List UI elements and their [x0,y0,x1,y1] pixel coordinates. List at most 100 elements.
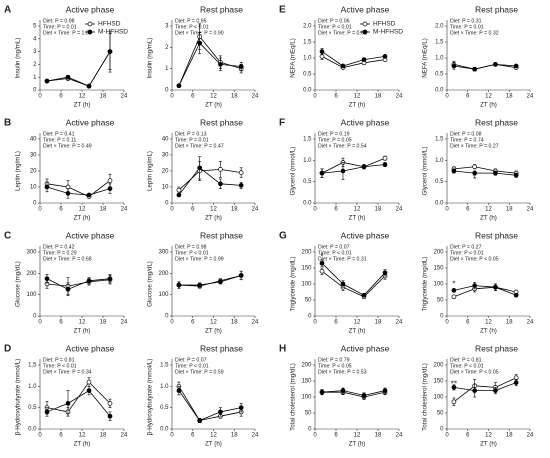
stat-text: Diet: P = 0.98 [175,244,207,250]
stat-text: Time: P = 0.01 [175,137,209,143]
panel-label: G [279,231,287,242]
y-tick-label: 0.5 [435,72,444,78]
x-tick-label: 18 [375,320,382,326]
panel-label: D [4,344,11,355]
x-tick-label: 12 [210,94,217,100]
stat-text: Diet: P = 0.41 [43,131,75,137]
data-point [472,66,478,72]
x-tick-label: 6 [59,433,63,439]
data-point [44,184,50,190]
x-tick-label: 18 [375,207,382,213]
data-point [86,379,92,385]
x-tick-label: 24 [396,320,403,326]
stat-text: Diet: P = 0.42 [43,244,75,250]
y-tick-label: 0.0 [435,88,444,94]
y-axis-label: Glucose (mg/dL) [15,261,22,307]
chart-title: Rest phase [475,4,518,14]
x-tick-label: 0 [170,433,174,439]
y-axis-label: Total cholesterol (mg/dL) [422,363,429,431]
series-line [46,278,111,290]
data-point [107,186,113,191]
y-tick-label: 100 [301,395,312,401]
y-tick-label: 150 [301,379,312,385]
x-tick-label: 6 [334,433,338,439]
legend-label: HFHSD [98,21,121,28]
y-tick-label: 0.0 [160,427,169,433]
data-point [176,192,182,198]
y-tick-label: 0 [440,314,444,320]
series-line [178,275,242,286]
series-line [321,270,386,298]
y-tick-label: 0 [165,314,169,320]
data-point [197,165,203,171]
data-point [107,276,113,282]
series-line [321,390,386,396]
data-point [382,155,388,161]
data-point [340,63,346,69]
data-point [65,401,71,406]
y-tick-label: 1 [33,75,37,81]
data-point [107,413,113,419]
data-point [197,282,203,288]
y-tick-label: 150 [433,379,444,385]
stat-text: Diet × Time: P = 0.59 [175,369,224,375]
panel-label: H [279,344,286,355]
stat-text: Diet: P = 0.81 [450,357,482,363]
y-tick-label: 3 [165,24,169,30]
data-point [382,270,388,276]
y-tick-label: 200 [433,250,444,256]
y-axis-label: Glucose (mg/dL) [147,261,154,307]
data-point [382,388,388,393]
y-tick-label: 40 [30,137,37,143]
x-tick-label: 12 [79,320,86,326]
y-tick-label: 50 [305,411,312,417]
x-axis-label: ZT (h) [74,441,91,448]
y-tick-label: 1.0 [435,56,444,62]
data-point [361,57,367,62]
y-tick-label: 0 [33,314,37,320]
series-line [178,390,242,421]
data-point [86,388,92,393]
x-tick-label: 12 [485,94,492,100]
y-tick-label: 1.0 [435,158,444,164]
data-point [238,170,244,175]
x-tick-label: 0 [445,94,449,100]
y-tick-label: 3 [33,49,37,55]
stat-text: Diet: P = 0.27 [450,244,482,250]
x-tick-label: 24 [121,320,128,326]
y-tick-label: 2.0 [303,24,312,30]
y-tick-label: 100 [26,292,37,298]
series-line [46,279,111,287]
data-point [176,388,182,393]
data-point [65,191,71,196]
x-tick-label: 0 [313,207,317,213]
y-tick-label: 0.5 [435,179,444,185]
series-line [46,186,111,196]
y-tick-label: 0 [165,88,169,94]
x-tick-label: 0 [38,433,42,439]
stat-text: Time: P = 0.29 [43,250,77,256]
stat-text: Diet × Time: P = 0.31 [318,256,367,262]
stat-text: Diet: P = 0.79 [318,357,350,363]
data-point [493,170,498,176]
series-line [453,382,517,391]
y-tick-label: 150 [301,266,312,272]
y-tick-label: 20 [162,169,169,175]
stat-text: Diet × Time: P = 0.34 [43,369,92,375]
chart-title: Active phase [341,230,390,240]
data-point [451,399,457,405]
x-tick-label: 18 [100,320,107,326]
x-tick-label: 18 [506,320,513,326]
stat-text: Diet × Time: P = 0.82 [318,30,367,36]
y-tick-label: 5 [33,24,37,30]
y-tick-label: 1.0 [28,384,37,390]
stat-text: Diet × Time: P = 0.32 [450,30,499,36]
stat-text: Time: P < 0.01 [175,24,209,30]
chart-title: Rest phase [475,117,518,127]
x-tick-label: 12 [485,433,492,439]
series-line [321,56,386,69]
y-tick-label: 0.0 [303,201,312,207]
stat-text: Time: P < 0.01 [318,24,352,30]
stat-text: Time: P = 0.74 [450,137,484,143]
